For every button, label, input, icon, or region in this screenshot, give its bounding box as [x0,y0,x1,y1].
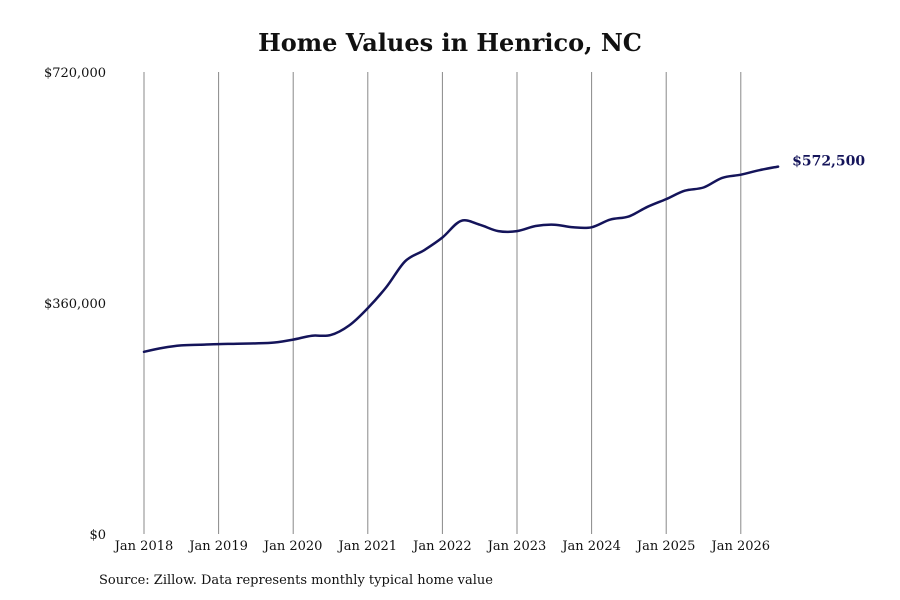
y-tick-label: $720,000 [44,66,106,81]
latest-value-label: $572,500 [792,154,865,170]
x-tick-label: Jan 2022 [411,539,472,554]
grid-lines [143,72,742,534]
home-value-line [142,165,780,354]
x-tick-label: Jan 2018 [113,539,174,554]
x-tick-label: Jan 2019 [187,539,248,554]
x-axis-ticks: Jan 2018 Jan 2019 Jan 2020 Jan 2021 Jan 2022… [113,539,770,554]
x-tick-label: Jan 2020 [262,539,323,554]
x-tick-label: Jan 2025 [635,539,696,554]
x-tick-label: Jan 2021 [337,539,398,554]
y-axis-ticks: $0 $360,000 $720,000 [44,66,106,543]
x-tick-label: Jan 2026 [710,539,771,554]
x-tick-label: Jan 2023 [486,539,547,554]
source-note: Source: Zillow. Data represents monthly … [99,573,493,588]
x-tick-label: Jan 2024 [560,539,621,554]
y-tick-label: $360,000 [44,297,106,312]
chart-title: Home Values in Henrico, NC [258,28,642,57]
y-tick-label: $0 [89,528,106,543]
